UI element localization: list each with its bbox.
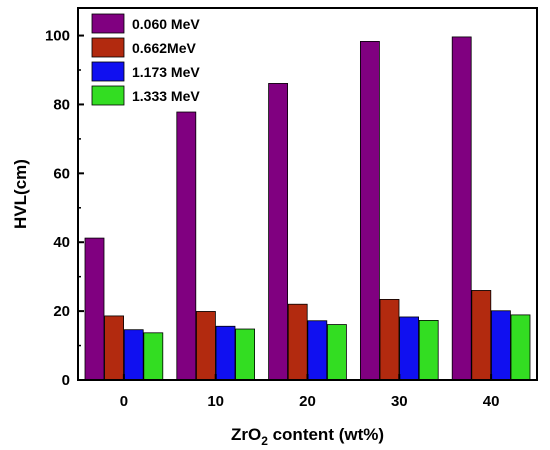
bar bbox=[326, 324, 347, 381]
x-axis-label-main: ZrO bbox=[231, 425, 261, 444]
legend: 0.060 MeV 0.662MeV 1.173 MeV 1.333 MeV bbox=[91, 13, 200, 106]
y-tick-label: 20 bbox=[53, 303, 70, 320]
bar bbox=[451, 36, 472, 381]
x-tick-label: 20 bbox=[299, 393, 316, 410]
bar bbox=[399, 316, 420, 381]
bar bbox=[84, 237, 105, 381]
legend-swatch bbox=[91, 37, 125, 58]
bar bbox=[307, 320, 328, 381]
legend-entry-label: 1.173 MeV bbox=[132, 64, 200, 80]
bar bbox=[104, 315, 124, 381]
legend-entry-label: 1.333 MeV bbox=[132, 88, 200, 104]
y-axis-label: HVL(cm) bbox=[11, 159, 30, 229]
x-axis-label-subscript: 2 bbox=[261, 434, 268, 448]
y-tick-label: 60 bbox=[53, 165, 70, 182]
legend-swatch bbox=[91, 61, 125, 82]
bar bbox=[418, 320, 439, 381]
y-tick-label: 40 bbox=[53, 234, 70, 251]
x-tick-label: 30 bbox=[391, 393, 408, 410]
legend-swatch bbox=[91, 13, 125, 34]
bar bbox=[215, 325, 236, 381]
bar bbox=[359, 41, 380, 381]
x-axis: 0 10 20 30 40 bbox=[120, 374, 500, 410]
x-tick-label: 0 bbox=[120, 393, 128, 410]
bar bbox=[287, 303, 308, 381]
bar bbox=[123, 329, 144, 381]
bar bbox=[471, 290, 492, 381]
bar bbox=[195, 311, 216, 381]
bar bbox=[510, 314, 531, 381]
bar bbox=[268, 83, 289, 381]
x-tick-label: 40 bbox=[483, 393, 500, 410]
bar bbox=[490, 310, 511, 381]
legend-swatch bbox=[91, 85, 125, 106]
bar bbox=[379, 298, 400, 381]
x-axis-label: ZrO2 content (wt%) bbox=[231, 425, 384, 448]
x-tick-label: 10 bbox=[207, 393, 224, 410]
y-tick-label: 100 bbox=[45, 28, 70, 45]
bar bbox=[176, 111, 197, 381]
y-tick-label: 0 bbox=[62, 372, 70, 389]
y-tick-label: 80 bbox=[53, 96, 70, 113]
legend-entry-label: 0.662MeV bbox=[132, 40, 196, 56]
bar bbox=[235, 328, 256, 381]
y-axis: 0 20 40 60 80 100 bbox=[45, 28, 84, 389]
bar bbox=[143, 332, 164, 381]
x-axis-label-rest: content (wt%) bbox=[268, 425, 384, 444]
legend-entry-label: 0.060 MeV bbox=[132, 16, 200, 32]
